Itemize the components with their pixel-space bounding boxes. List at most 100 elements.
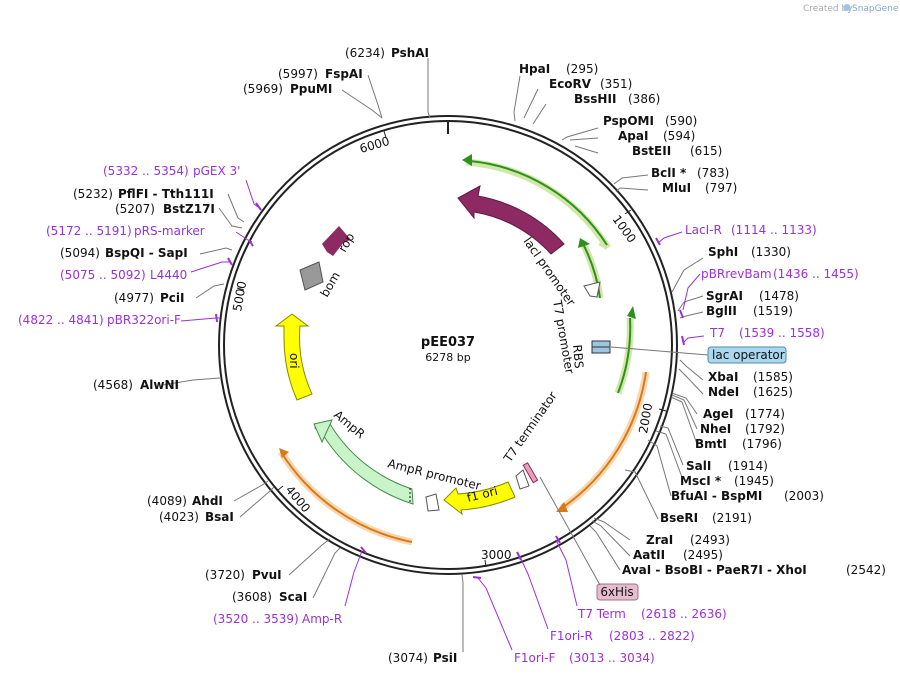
site-HpaI-pos: (295)	[566, 62, 598, 76]
feature-ori[interactable]	[274, 313, 313, 401]
site-MscI[interactable]: MscI *	[680, 474, 722, 488]
primer-pGEX3-range: (5332 .. 5354)	[103, 164, 189, 178]
site-NheI-pos: (1792)	[745, 422, 785, 436]
site-PflFI-pos: (5232)	[73, 187, 113, 201]
site-BsaI[interactable]: BsaI	[205, 510, 234, 524]
tick-5000: 5000	[230, 280, 249, 313]
site-PspOMI[interactable]: PspOMI	[603, 114, 654, 128]
site-ZraI[interactable]: ZraI	[646, 533, 673, 547]
site-ApaI[interactable]: ApaI	[618, 129, 648, 143]
site-MluI[interactable]: MluI	[662, 181, 691, 195]
site-SphI-pos: (1330)	[751, 245, 791, 259]
site-ScaI-pos: (3608)	[232, 590, 272, 604]
backbone-outer	[218, 115, 678, 575]
site-AlwNI[interactable]: AlwNI	[140, 378, 179, 392]
site-PsiI[interactable]: PsiI	[433, 651, 457, 665]
site-PciI-pos: (4977)	[114, 291, 154, 305]
sixHis-box[interactable]	[596, 583, 639, 601]
primer-pBRrevBam-range: (1436 .. 1455)	[773, 267, 859, 281]
site-ZraI-pos: (2493)	[690, 533, 730, 547]
sixHis-label: 6xHis	[600, 585, 633, 599]
site-PspOMI-pos: (590)	[665, 114, 697, 128]
site-MluI-pos: (797)	[705, 181, 737, 195]
feature-f1-ori[interactable]	[443, 481, 516, 516]
site-BspQI-SapI[interactable]: BspQI - SapI	[105, 246, 188, 260]
site-EcoRV[interactable]: EcoRV	[549, 77, 592, 91]
site-BmtI[interactable]: BmtI	[695, 437, 727, 451]
site-HpaI[interactable]: HpaI	[519, 62, 550, 76]
site-BseRI[interactable]: BseRI	[660, 511, 698, 525]
AmpR-promoter-arrow-icon	[425, 493, 440, 512]
plasmid-length: 6278 bp	[425, 351, 470, 364]
site-AatII[interactable]: AatII	[633, 548, 665, 562]
site-PpuMI-pos: (5969)	[243, 82, 283, 96]
site-XbaI[interactable]: XbaI	[708, 370, 738, 384]
primer-leaders	[180, 179, 705, 651]
primer-Amp-R[interactable]: Amp-R	[302, 612, 342, 626]
primer-F1ori-F[interactable]: F1ori-F	[514, 651, 555, 665]
site-BstZ17I[interactable]: BstZ17I	[163, 202, 215, 216]
site-SgrAI[interactable]: SgrAI	[706, 289, 743, 303]
arrow-orange-left-icon	[279, 448, 289, 458]
site-BfuAI-BspMI-pos: (2003)	[784, 489, 824, 503]
site-PsiI-pos: (3074)	[388, 651, 428, 665]
site-PflFI-Tth111I[interactable]: PflFI - Tth111I	[118, 187, 214, 201]
site-PciI[interactable]: PciI	[160, 291, 185, 305]
lac-operator-leader	[610, 346, 709, 356]
T7-terminator-box-icon	[522, 462, 539, 484]
primer-T7-Term[interactable]: T7 Term	[577, 607, 626, 621]
arrow-green3-icon	[627, 306, 636, 319]
primer-F1ori-F-range: (3013 .. 3034)	[569, 651, 655, 665]
primer-LacI-R[interactable]: LacI-R	[685, 223, 722, 237]
primer-L4440[interactable]: L4440	[150, 268, 187, 282]
site-BstEII[interactable]: BstEII	[632, 144, 671, 158]
site-SphI[interactable]: SphI	[708, 245, 738, 259]
site-EcoRV-pos: (351)	[600, 77, 632, 91]
arrow-green-outer-icon	[462, 154, 472, 166]
site-AvaI-group-pos: (2542)	[846, 563, 886, 577]
feature-rop[interactable]	[322, 226, 351, 256]
T7-terminator-arrow-icon	[515, 469, 530, 490]
primer-F1ori-R[interactable]: F1ori-R	[550, 629, 593, 643]
tick-6000: 6000	[358, 130, 391, 156]
site-NheI[interactable]: NheI	[700, 422, 731, 436]
primer-pBR322ori-F[interactable]: pBR322ori-F	[107, 313, 181, 327]
site-SgrAI-pos: (1478)	[759, 289, 799, 303]
site-FspAI[interactable]: FspAI	[325, 67, 363, 81]
site-SalI[interactable]: SalI	[686, 459, 711, 473]
arrow-orange-right-icon	[556, 502, 568, 512]
site-BspQI-pos: (5094)	[60, 246, 100, 260]
feature-bom[interactable]	[299, 261, 324, 291]
site-ScaI[interactable]: ScaI	[279, 590, 307, 604]
site-BfuAI-BspMI[interactable]: BfuAI - BspMI	[671, 489, 762, 503]
AmpR-arrow-icon	[313, 419, 333, 444]
plasmid-name: pEE037	[421, 335, 475, 350]
site-AhdI[interactable]: AhdI	[192, 494, 223, 508]
site-BglII[interactable]: BglII	[706, 304, 737, 318]
site-BssHII[interactable]: BssHII	[574, 92, 616, 106]
site-NdeI[interactable]: NdeI	[708, 385, 739, 399]
site-PshAI[interactable]: PshAI	[391, 46, 429, 60]
primer-LacI-R-range: (1114 .. 1133)	[731, 223, 817, 237]
site-AvaI-group[interactable]: AvaI - BsoBI - PaeR7I - XhoI	[622, 563, 807, 577]
primer-Amp-R-range: (3520 .. 3539)	[213, 612, 299, 626]
site-BmtI-pos: (1796)	[742, 437, 782, 451]
primer-T7[interactable]: T7	[709, 326, 725, 340]
primer-pGEX3[interactable]: pGEX 3'	[193, 164, 240, 178]
feature-arc-orange-right	[561, 371, 647, 509]
site-PvuI[interactable]: PvuI	[252, 568, 282, 582]
site-BclI[interactable]: BclI *	[651, 166, 687, 180]
credit-prefix: Created by	[803, 4, 853, 14]
primer-pBRrevBam[interactable]: pBRrevBam	[701, 267, 772, 281]
site-AhdI-pos: (4089)	[147, 494, 187, 508]
primer-F1ori-R-range: (2803 .. 2822)	[609, 629, 695, 643]
feature-lacI[interactable]	[457, 185, 565, 255]
site-BstZ17I-pos: (5207)	[115, 202, 155, 216]
site-PpuMI[interactable]: PpuMI	[290, 82, 332, 96]
primer-T7-range: (1539 .. 1558)	[739, 326, 825, 340]
site-AgeI[interactable]: AgeI	[703, 407, 733, 421]
backbone-inner	[223, 120, 673, 570]
primer-pRS-marker-range: (5172 .. 5191)	[46, 224, 132, 238]
primer-pRS-marker[interactable]: pRS-marker	[134, 224, 205, 238]
feature-AmpR[interactable]	[314, 423, 414, 505]
